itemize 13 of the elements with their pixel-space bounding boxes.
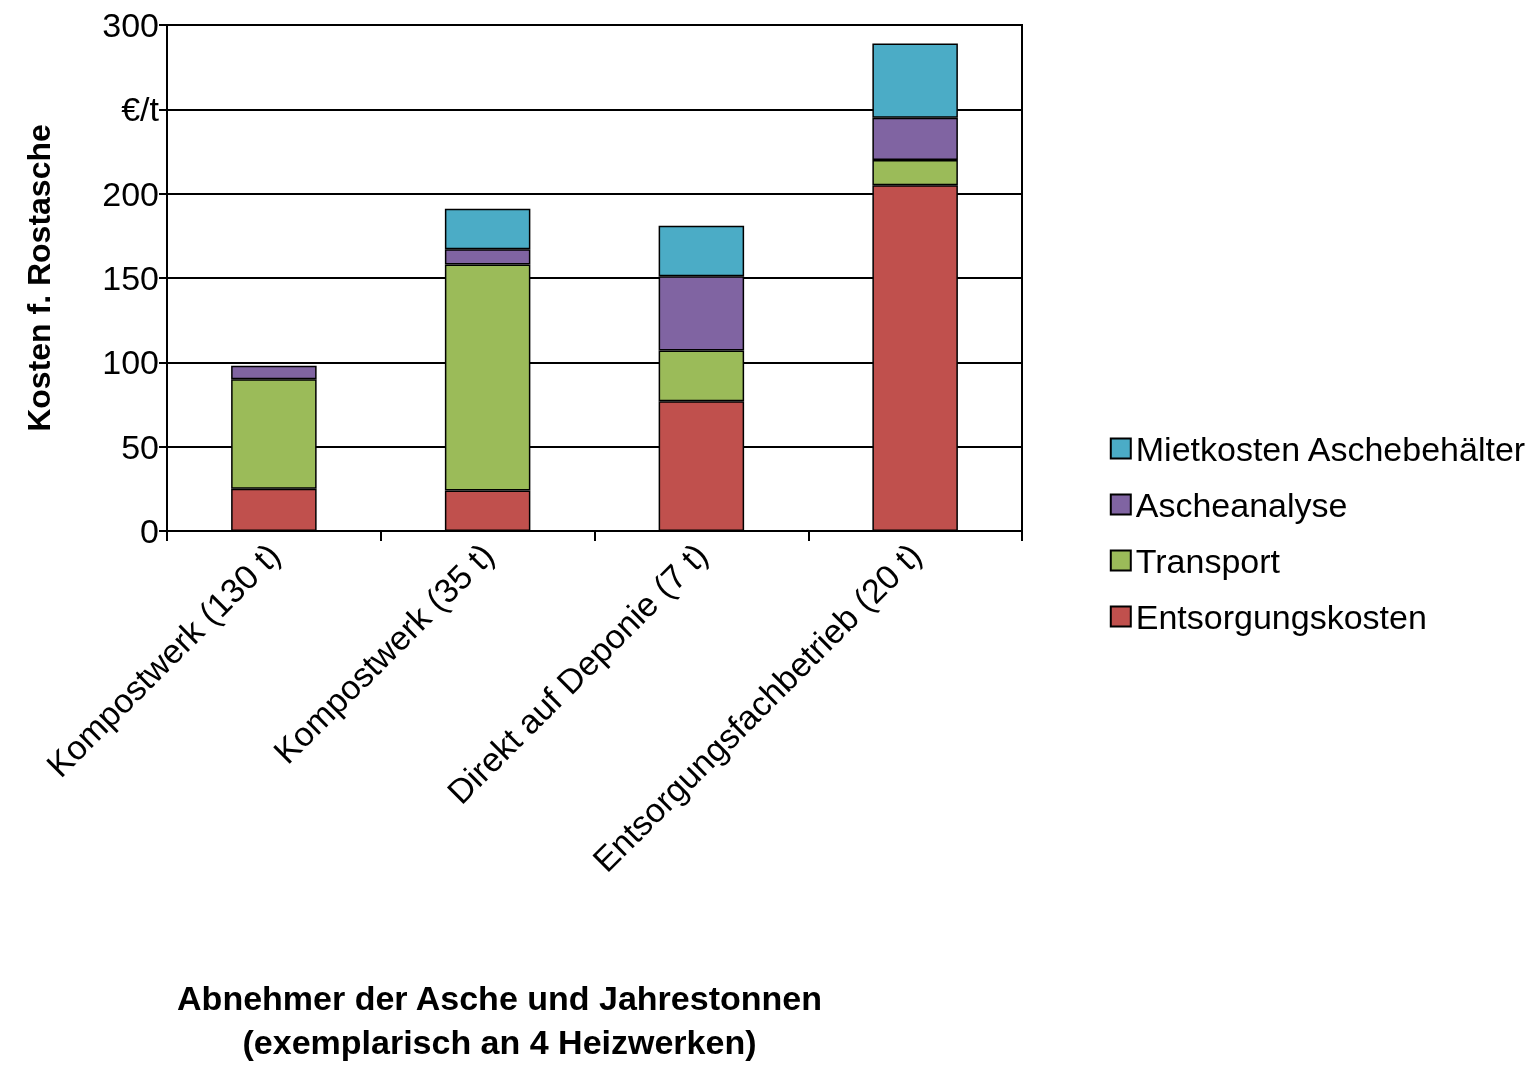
y-tick-label: 150 xyxy=(102,259,159,297)
y-axis-title: Kosten f. Rostasche xyxy=(21,124,57,432)
x-axis-title: Abnehmer der Asche und Jahrestonnen (exemplarisch an 4 Heizwerken) xyxy=(177,979,822,1061)
y-tick-label: 300 xyxy=(102,6,159,44)
y-tick-label: 50 xyxy=(121,427,159,466)
legend-label: Mietkosten Aschebehälter xyxy=(1135,429,1526,468)
legend-label: Transport xyxy=(1135,541,1281,580)
legend-label: Ascheanalyse xyxy=(1135,485,1348,524)
y-tick-label: 100 xyxy=(102,343,159,382)
y-tick-label: 0 xyxy=(140,512,159,550)
y-tick-label: 200 xyxy=(102,174,159,213)
legend-label: Entsorgungskosten xyxy=(1135,597,1427,636)
y-tick-label: €/t xyxy=(121,90,160,129)
